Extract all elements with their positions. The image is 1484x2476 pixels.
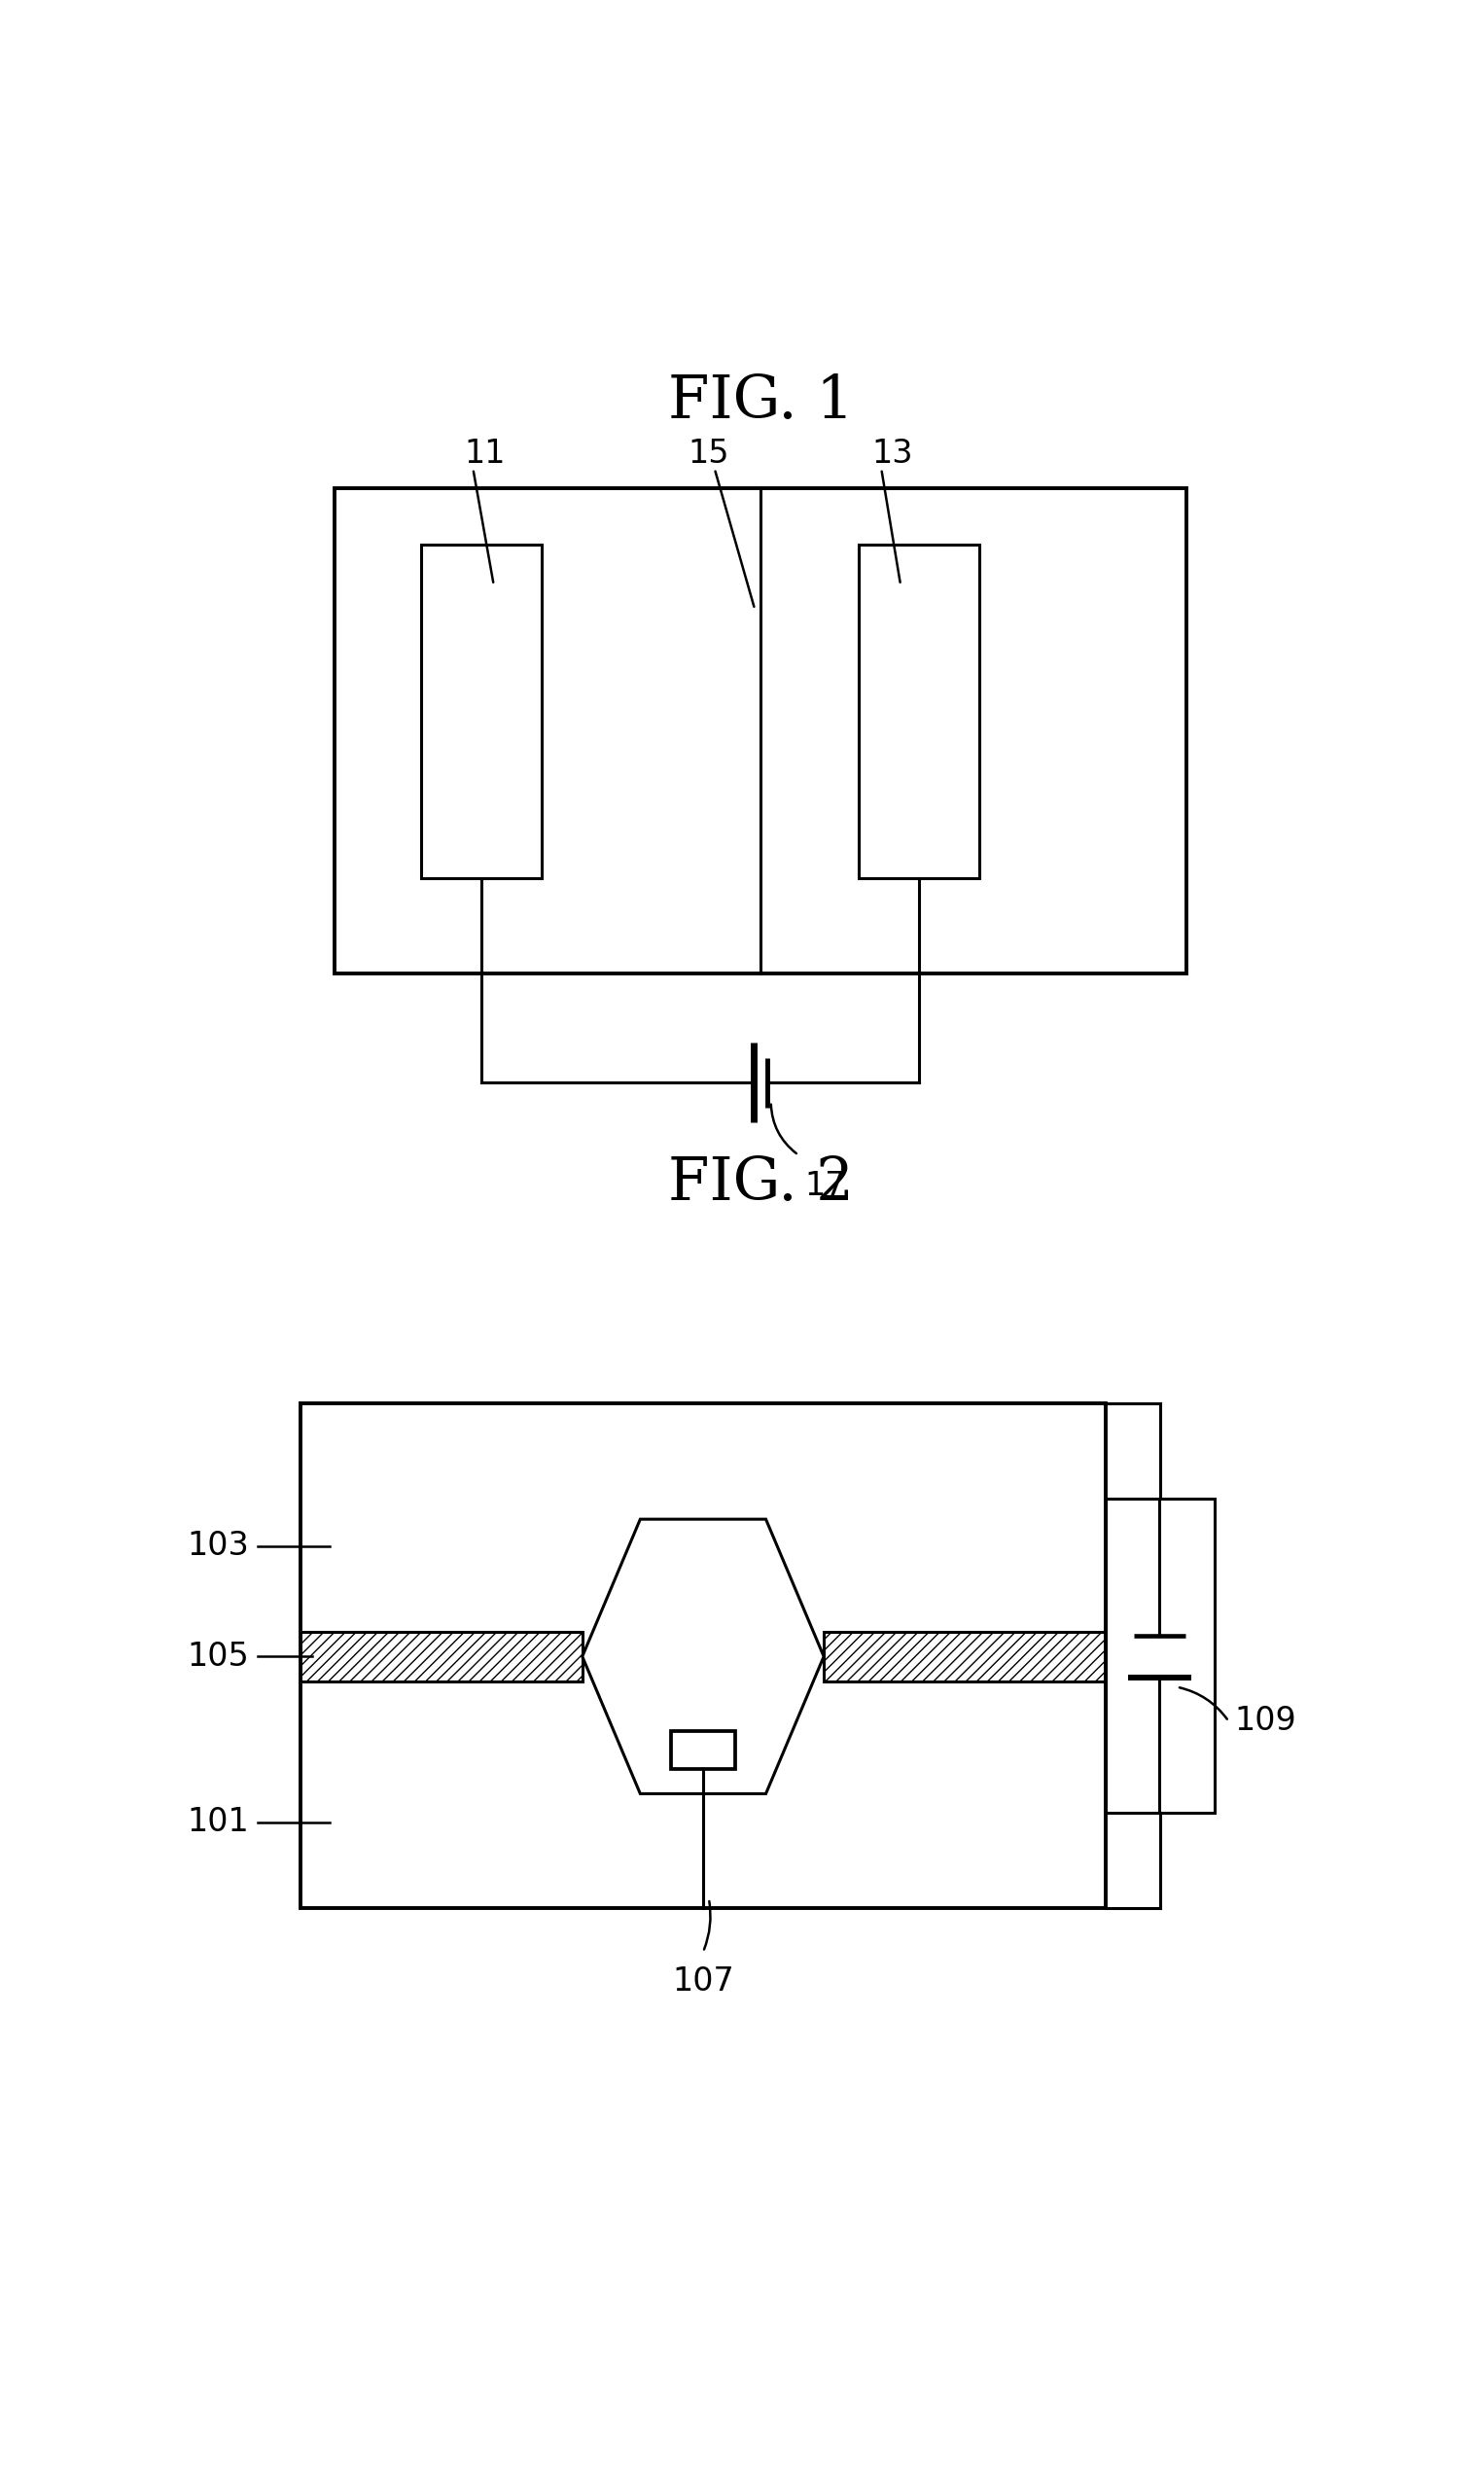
Text: 11: 11: [464, 438, 505, 470]
Polygon shape: [582, 1520, 824, 1793]
Bar: [300, 1404, 1106, 1909]
Bar: [824, 1632, 1106, 1681]
Text: FIG. 1: FIG. 1: [668, 374, 853, 431]
Text: 103: 103: [187, 1530, 249, 1562]
Text: 101: 101: [187, 1807, 249, 1837]
Text: 13: 13: [873, 438, 914, 470]
Bar: [671, 1731, 735, 1768]
Text: 105: 105: [187, 1642, 249, 1671]
Text: 15: 15: [689, 438, 730, 470]
Bar: [421, 545, 542, 879]
Bar: [300, 1632, 582, 1681]
Text: 107: 107: [672, 1966, 735, 1998]
Text: 17: 17: [804, 1171, 846, 1203]
Bar: [335, 488, 1186, 973]
Text: 109: 109: [1235, 1706, 1297, 1738]
Bar: [1106, 1498, 1215, 1812]
Text: FIG. 2: FIG. 2: [668, 1154, 853, 1213]
Bar: [858, 545, 979, 879]
